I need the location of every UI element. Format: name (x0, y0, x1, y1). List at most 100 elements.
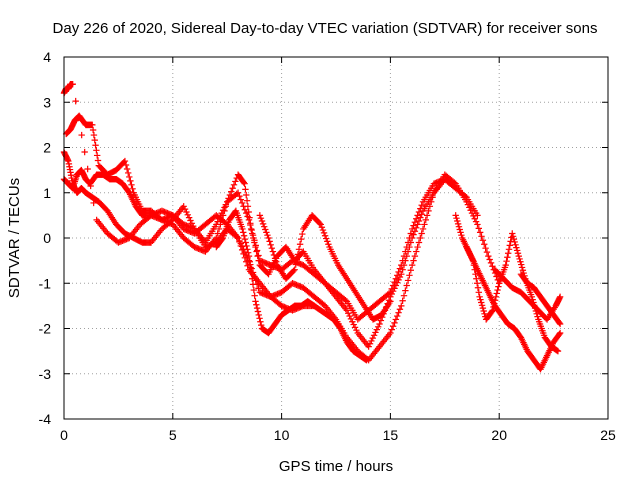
data-point-marker (90, 131, 98, 139)
data-point-marker (221, 207, 228, 215)
data-point-marker (516, 255, 523, 263)
data-point-marker (353, 326, 360, 334)
data-point-marker (454, 217, 461, 225)
data-point-marker (400, 261, 408, 269)
data-point-marker (402, 257, 409, 264)
data-point-marker (418, 230, 425, 237)
y-axis-label: SDTVAR / TECUs (6, 178, 23, 298)
y-tick-label: -1 (39, 275, 52, 291)
data-point-marker (268, 244, 276, 252)
data-point-marker (237, 196, 244, 203)
data-point-marker (517, 258, 524, 265)
data-point-marker (255, 311, 262, 319)
data-point-marker (478, 233, 485, 240)
data-point-marker (395, 309, 402, 316)
data-point-marker (376, 320, 383, 328)
data-point-marker (518, 261, 525, 268)
data-point-marker (479, 237, 487, 244)
y-tick-label: 4 (43, 49, 51, 65)
data-point-marker (270, 251, 278, 259)
data-point-marker (188, 220, 196, 227)
data-point-marker (252, 298, 259, 305)
data-point-marker (244, 249, 252, 256)
data-point-marker (481, 241, 488, 248)
data-point-marker (269, 248, 277, 255)
data-point-marker (84, 165, 91, 173)
data-point-marker (236, 238, 243, 246)
data-point-marker (91, 136, 98, 144)
data-point-marker (249, 281, 257, 288)
x-tick-label: 0 (60, 427, 68, 443)
data-point-marker (556, 330, 563, 338)
data-point-marker (347, 315, 355, 323)
x-tick-label: 20 (491, 427, 507, 443)
data-point-marker (271, 255, 279, 262)
data-point-marker (483, 248, 491, 256)
y-tick-label: 3 (43, 94, 51, 110)
data-point-marker (256, 315, 263, 322)
data-point-marker (407, 239, 414, 246)
x-tick-label: 5 (169, 427, 177, 443)
data-point-marker (509, 230, 516, 237)
data-point-marker (346, 312, 353, 320)
data-point-marker (425, 207, 432, 215)
data-point-marker (474, 284, 482, 291)
data-point-marker (238, 199, 246, 207)
data-point-marker (455, 223, 463, 230)
data-point-marker (247, 225, 255, 233)
data-point-marker (121, 157, 129, 165)
data-point-marker (343, 307, 351, 314)
data-point-marker (469, 257, 477, 264)
data-point-marker (241, 235, 249, 243)
data-point-marker (363, 356, 370, 364)
data-point-marker (504, 250, 512, 257)
data-point-marker (473, 275, 480, 282)
data-point-marker (452, 212, 459, 219)
data-point-marker (512, 241, 519, 248)
data-point-marker (400, 292, 408, 299)
data-point-marker (473, 280, 481, 287)
data-point-marker (370, 332, 378, 339)
data-point-marker (92, 142, 99, 149)
data-point-marker (480, 307, 487, 315)
data-point-marker (528, 293, 536, 301)
data-point-marker (513, 247, 521, 254)
data-point-marker (485, 252, 492, 260)
data-point-marker (369, 334, 376, 342)
data-point-marker (297, 235, 305, 243)
data-point-marker (417, 234, 424, 242)
data-point-marker (255, 257, 262, 264)
data-point-marker (481, 310, 488, 317)
data-point-marker (482, 244, 489, 252)
data-point-marker (129, 185, 136, 192)
data-point-marker (183, 208, 190, 216)
data-point-marker (258, 217, 266, 225)
data-point-marker (185, 214, 193, 221)
data-point-marker (402, 287, 409, 294)
data-point-marker (318, 224, 326, 231)
data-point-marker (478, 302, 486, 309)
data-point-marker (466, 204, 473, 211)
data-point-marker (323, 235, 330, 242)
data-point-marker (556, 319, 563, 327)
data-point-marker (415, 239, 423, 246)
series-track-7 (452, 212, 564, 373)
data-point-marker (463, 198, 470, 205)
data-point-marker (222, 203, 230, 210)
x-tick-label: 10 (274, 427, 290, 443)
data-point-marker (214, 230, 221, 237)
data-point-marker (127, 177, 134, 185)
data-point-marker (368, 337, 375, 345)
data-point-marker (514, 250, 522, 257)
data-point-marker (464, 201, 472, 208)
data-point-marker (242, 186, 249, 193)
data-point-marker (556, 320, 564, 328)
data-point-marker (258, 321, 265, 329)
data-point-marker (470, 212, 477, 220)
data-point-marker (241, 180, 248, 187)
data-point-marker (324, 238, 331, 245)
data-point-marker (265, 234, 272, 242)
data-point-marker (396, 306, 404, 313)
data-point-marker (320, 229, 328, 237)
